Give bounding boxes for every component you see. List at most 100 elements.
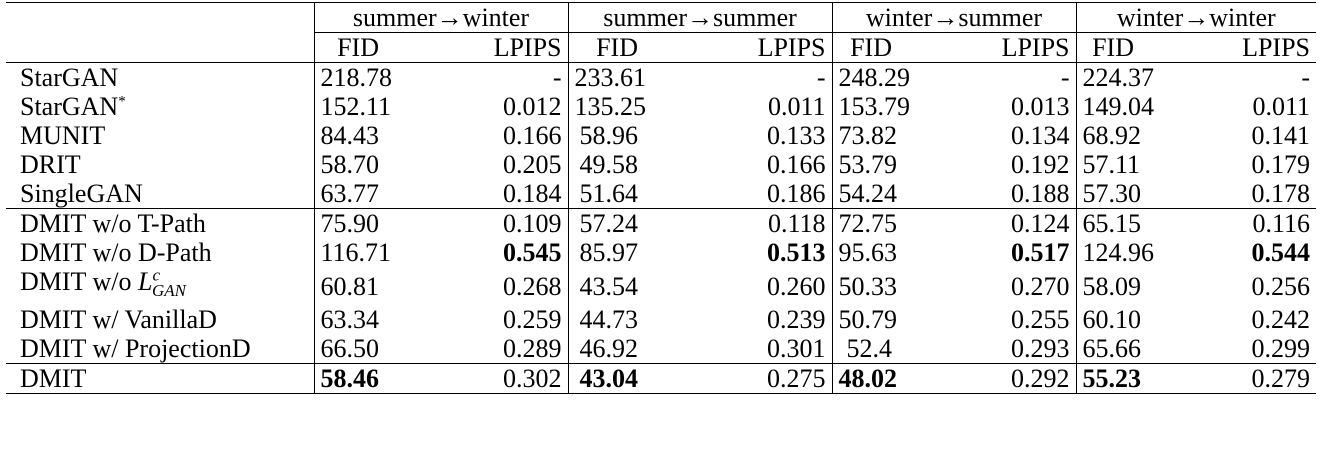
lpips-value: 0.205 xyxy=(503,150,562,179)
method-name: StarGAN xyxy=(6,62,314,92)
fid-value: 75.90 xyxy=(313,208,441,238)
lpips-value: 0.011 xyxy=(1252,92,1310,121)
lpips-value: 0.289 xyxy=(503,334,562,364)
fid-value: 84.43 xyxy=(313,121,441,150)
fid-value: 66.50 xyxy=(313,334,441,364)
method-name: DMIT w/o LcGAN xyxy=(6,265,314,305)
fid-value: 233.61 xyxy=(567,62,700,92)
group-header-summer-winter: summer→winter xyxy=(313,2,568,33)
lpips-value: - xyxy=(954,62,1076,92)
lpips-value: 0.260 xyxy=(767,271,826,301)
fid-value: 54.24 xyxy=(831,179,954,209)
fid-value: 65.66 xyxy=(1075,334,1196,364)
lpips-value: 0.013 xyxy=(1011,92,1070,121)
lpips-value: 0.279 xyxy=(1196,363,1316,395)
table-row: StarGAN* 152.11 0.012 135.25 0.011 153.79 0.01… xyxy=(6,92,1316,121)
lpips-value: - xyxy=(441,62,568,92)
table-row: DRIT 58.70 0.205 49.58 0.166 53.79 0.192 57.11 0… xyxy=(6,150,1316,179)
fid-value: 57.24 xyxy=(567,208,700,238)
sub-header-lpips: LPIPS xyxy=(441,32,568,63)
fid-value: 248.29 xyxy=(831,62,954,92)
lpips-value: 0.270 xyxy=(1011,271,1070,301)
sub-header-fid: FID xyxy=(831,32,954,63)
table-row: DMIT w/o T-Path 75.90 0.109 57.24 0.118 72.75… xyxy=(6,208,1316,238)
fid-value: 49.58 xyxy=(567,150,700,179)
lpips-value: 0.513 xyxy=(767,238,826,267)
fid-value: 58.09 xyxy=(1075,267,1196,306)
fid-value: 124.96 xyxy=(1075,238,1196,267)
sub-header-fid: FID xyxy=(567,32,700,63)
table-row: DMIT w/o LcGAN 60.81 0.268 43.54 0.260 50.33 0… xyxy=(6,265,1316,306)
lpips-value: 0.186 xyxy=(767,179,826,208)
method-name: DMIT w/o D-Path xyxy=(20,238,212,267)
method-name: DMIT w/ ProjectionD xyxy=(20,334,251,364)
fid-value: 72.75 xyxy=(831,208,954,238)
fid-value: 218.78 xyxy=(313,62,441,92)
lpips-value: 0.188 xyxy=(1011,179,1070,208)
table-row: DMIT w/ ProjectionD 66.50 0.289 46.92 0.301 5… xyxy=(6,334,1316,364)
group-header-summer-summer: summer→summer xyxy=(567,2,832,33)
fid-value: 50.33 xyxy=(831,267,954,306)
method-name: SingleGAN xyxy=(20,179,143,208)
lpips-value: 0.275 xyxy=(700,363,832,395)
fid-value: 73.82 xyxy=(831,121,954,150)
fid-value: 65.15 xyxy=(1075,208,1196,238)
fid-value: 58.46 xyxy=(313,363,441,395)
sub-header-lpips: LPIPS xyxy=(1196,32,1316,63)
fid-value: 149.04 xyxy=(1075,92,1196,121)
sub-header-fid: FID xyxy=(313,32,441,63)
fid-value: 68.92 xyxy=(1075,121,1196,150)
fid-value: 224.37 xyxy=(1075,62,1196,92)
fid-value: 44.73 xyxy=(567,305,700,335)
method-name: DRIT xyxy=(20,150,81,179)
sub-header-lpips: LPIPS xyxy=(700,32,832,63)
lpips-value: 0.192 xyxy=(1011,150,1070,179)
lpips-value: 0.012 xyxy=(503,92,562,121)
fid-value: 95.63 xyxy=(831,238,954,267)
lpips-value: - xyxy=(1196,62,1316,92)
table-row: MUNIT 84.43 0.166 58.96 0.133 73.82 0.134 68.92… xyxy=(6,121,1316,150)
lpips-value: 0.133 xyxy=(767,121,826,150)
fid-value: 63.77 xyxy=(313,179,441,209)
lpips-value: 0.118 xyxy=(700,208,832,238)
lpips-value: 0.166 xyxy=(767,150,826,179)
lpips-value: 0.116 xyxy=(1196,208,1316,238)
fid-value: 48.02 xyxy=(831,363,954,395)
method-name: StarGAN* xyxy=(6,92,314,121)
fid-value: 85.97 xyxy=(567,238,700,267)
method-name-prefix: DMIT w/o xyxy=(20,267,138,296)
sub-header-fid: FID xyxy=(1075,32,1196,63)
method-name: DMIT w/o T-Path xyxy=(6,208,314,238)
group-header-winter-winter: winter→winter xyxy=(1075,2,1316,33)
lpips-value: 0.184 xyxy=(503,179,562,208)
fid-value: 50.79 xyxy=(831,305,954,335)
loss-superscript: c xyxy=(152,265,160,285)
lpips-value: 0.255 xyxy=(1011,305,1070,335)
group-header-winter-summer: winter→summer xyxy=(831,2,1076,33)
lpips-value: 0.011 xyxy=(767,92,826,121)
lpips-value: 0.268 xyxy=(503,271,562,301)
lpips-value: 0.141 xyxy=(1251,121,1311,150)
lpips-value: 0.293 xyxy=(1011,334,1070,364)
lpips-value: 0.302 xyxy=(441,363,568,395)
lpips-value: - xyxy=(700,62,832,92)
lpips-value: 0.179 xyxy=(1251,150,1311,179)
fid-value: 63.34 xyxy=(313,305,441,335)
table-row: DMIT 58.46 0.302 43.04 0.275 48.02 0.292 55.23 0… xyxy=(6,363,1316,395)
lpips-value: 0.301 xyxy=(767,334,826,364)
corner-cell-2 xyxy=(6,33,314,63)
lpips-value: 0.517 xyxy=(1011,238,1070,267)
method-name: DMIT xyxy=(6,363,314,395)
fid-value: 51.64 xyxy=(567,179,700,209)
fid-value: 58.96 xyxy=(567,121,700,150)
fid-value: 52.4 xyxy=(831,334,954,364)
corner-cell xyxy=(6,2,314,33)
sub-header-lpips: LPIPS xyxy=(954,32,1076,63)
lpips-value: 0.292 xyxy=(954,363,1076,395)
lpips-value: 0.544 xyxy=(1251,238,1311,267)
method-name: DMIT w/ VanillaD xyxy=(20,305,217,335)
fid-value: 43.54 xyxy=(567,267,700,306)
loss-symbol: L xyxy=(137,267,153,296)
lpips-value: 0.242 xyxy=(1251,305,1311,335)
loss-subscript: GAN xyxy=(151,281,186,301)
